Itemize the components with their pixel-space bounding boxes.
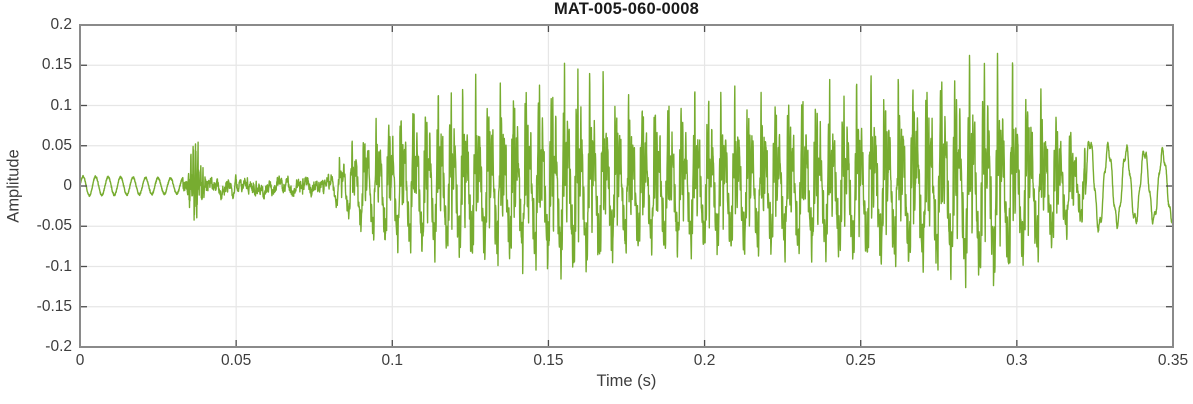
plot-border [79, 24, 1174, 348]
y-tick-label: 0.2 [50, 16, 72, 33]
x-tick-label: 0.25 [845, 352, 876, 369]
x-tick-label: 0.2 [693, 352, 716, 369]
y-tick-label: 0.15 [41, 56, 72, 74]
y-tick-label: 0.1 [50, 96, 72, 114]
x-tick-label: 0.1 [381, 352, 404, 369]
x-axis-label: Time (s) [596, 372, 657, 390]
chart-title: MAT-005-060-0008 [553, 0, 700, 18]
y-tick-label: -0.15 [36, 297, 72, 315]
waveform-path [79, 52, 1174, 289]
y-tick-label: 0.05 [41, 136, 72, 154]
x-tick-label: 0.35 [1157, 352, 1189, 369]
y-tick-label: -0.05 [36, 217, 72, 235]
x-tick-label: 0.15 [533, 352, 564, 369]
x-tick-label: 0.05 [221, 352, 252, 369]
y-tick-label: 0 [63, 177, 72, 194]
x-tick-label: 0 [75, 352, 85, 369]
x-tick-label: 0.3 [1006, 352, 1028, 369]
y-tick-label: -0.1 [45, 257, 72, 275]
y-tick-label: -0.2 [45, 338, 72, 355]
